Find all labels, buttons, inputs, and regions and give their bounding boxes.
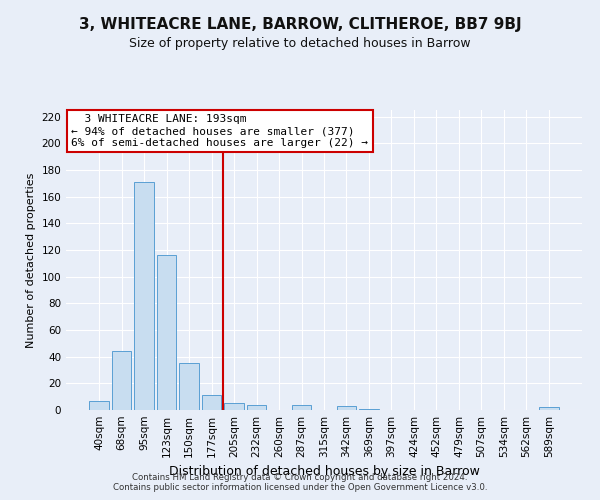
Bar — [359, 408, 379, 410]
Text: Size of property relative to detached houses in Barrow: Size of property relative to detached ho… — [129, 38, 471, 51]
Bar — [89, 400, 109, 410]
Bar — [157, 256, 176, 410]
Bar — [539, 408, 559, 410]
X-axis label: Distribution of detached houses by size in Barrow: Distribution of detached houses by size … — [169, 466, 479, 478]
Y-axis label: Number of detached properties: Number of detached properties — [26, 172, 36, 348]
Bar — [179, 364, 199, 410]
Bar — [247, 404, 266, 410]
Text: Contains public sector information licensed under the Open Government Licence v3: Contains public sector information licen… — [113, 484, 487, 492]
Bar — [112, 352, 131, 410]
Bar — [337, 406, 356, 410]
Text: Contains HM Land Registry data © Crown copyright and database right 2024.: Contains HM Land Registry data © Crown c… — [132, 474, 468, 482]
Bar — [202, 396, 221, 410]
Bar — [292, 404, 311, 410]
Text: 3, WHITEACRE LANE, BARROW, CLITHEROE, BB7 9BJ: 3, WHITEACRE LANE, BARROW, CLITHEROE, BB… — [79, 18, 521, 32]
Text: 3 WHITEACRE LANE: 193sqm  
← 94% of detached houses are smaller (377)
6% of semi: 3 WHITEACRE LANE: 193sqm ← 94% of detach… — [71, 114, 368, 148]
Bar — [134, 182, 154, 410]
Bar — [224, 404, 244, 410]
